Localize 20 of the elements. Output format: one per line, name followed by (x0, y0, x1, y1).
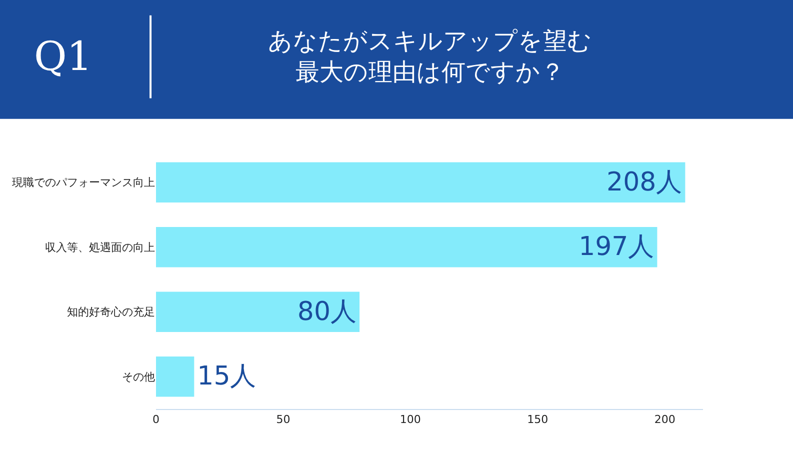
y-tick-label: 知的好奇心の充足 (67, 306, 155, 319)
data-label: 208人 (606, 167, 682, 198)
data-label: 15人 (197, 362, 256, 392)
bar (156, 227, 658, 268)
x-tick-label: 200 (654, 413, 676, 426)
x-tick-label: 50 (276, 413, 290, 426)
text: 最大の理由は何ですか？ (296, 58, 564, 86)
bar (156, 356, 194, 397)
y-tick-label: 現職でのパフォーマンス向上 (12, 176, 155, 190)
y-tick-label: 収入等、処遇面の向上 (45, 240, 155, 254)
data-label: 80人 (297, 296, 357, 327)
chart-title: Q1 (34, 34, 92, 80)
bar (156, 292, 360, 332)
chart-subtitle: あなたがスキルアップを望む (268, 27, 592, 55)
bar (156, 162, 686, 202)
y-tick-label: その他 (122, 370, 155, 384)
data-label: 197人 (578, 232, 654, 262)
x-tick-label: 0 (152, 413, 160, 426)
x-tick-label: 100 (400, 413, 421, 426)
x-tick-label: 150 (527, 413, 548, 426)
